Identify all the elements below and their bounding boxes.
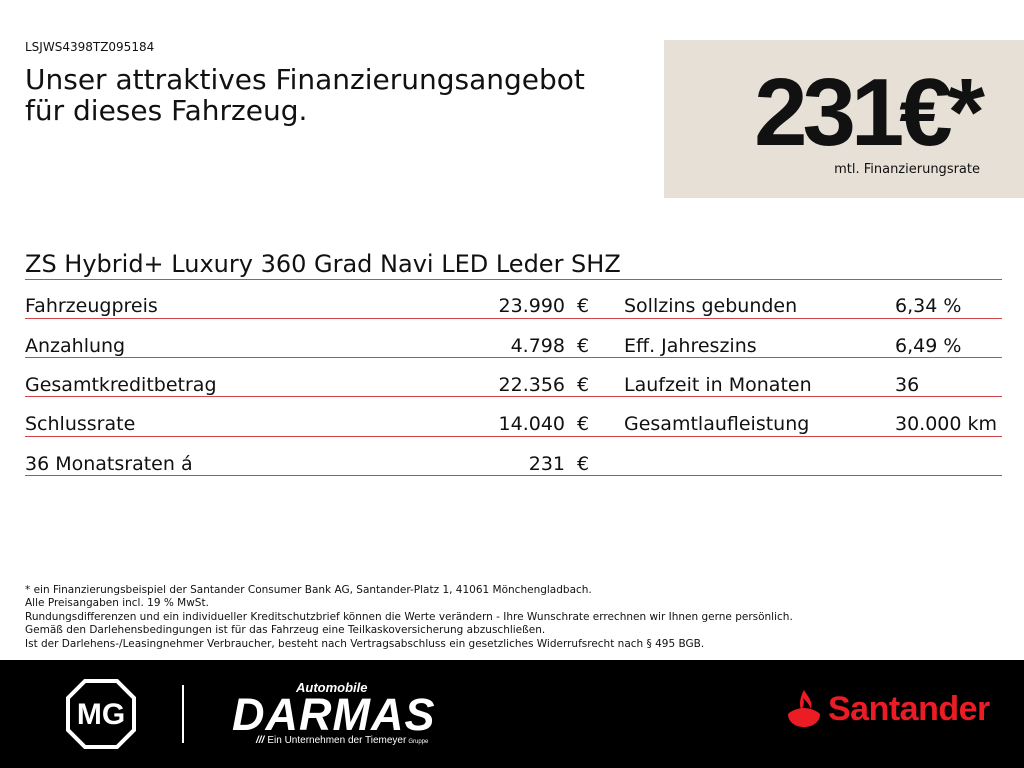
santander-wordmark: Santander: [828, 690, 990, 728]
left-row-label: Anzahlung: [25, 335, 126, 357]
left-row-unit: €: [577, 374, 590, 396]
row-rule: [25, 357, 1002, 358]
footnote-line: * ein Finanzierungsbeispiel der Santande…: [25, 584, 592, 596]
right-row-label: Sollzins gebunden: [624, 295, 798, 317]
right-row-label: Eff. Jahreszins: [624, 335, 757, 357]
row-rule: [25, 318, 1002, 319]
left-row-value: 4.798: [510, 335, 565, 357]
footnote-line: Gemäß den Darlehensbedingungen ist für d…: [25, 624, 546, 637]
row-rule: [25, 475, 1002, 476]
mg-logo-icon: MG: [66, 679, 136, 749]
row-rule: [25, 396, 1002, 397]
left-row-value: 23.990: [498, 295, 565, 317]
right-row-value: 6,34 %: [895, 295, 962, 317]
headline-line-1: Unser attraktives Finanzierungsangebot: [25, 63, 585, 96]
headline: Unser attraktives Finanzierungsangebot f…: [25, 64, 645, 126]
vin-label: LSJWS4398TZ095184: [25, 40, 155, 54]
left-row-unit: €: [577, 335, 590, 357]
right-row-value: 36: [895, 374, 920, 396]
model-rule: [25, 279, 1002, 280]
darmas-name: DARMAS: [232, 689, 436, 740]
right-row-label: Gesamtlaufleistung: [624, 413, 810, 435]
darmas-logo: Automobile DARMAS ///Ein Unternehmen der…: [230, 678, 450, 758]
darmas-subline: ///Ein Unternehmen der Tiemeyer Gruppe: [256, 735, 428, 746]
left-row-label: Gesamtkreditbetrag: [25, 374, 217, 396]
monthly-rate-caption: mtl. Finanzierungsrate: [834, 162, 980, 177]
left-row-value: 231: [528, 453, 565, 475]
mg-logo-text: MG: [77, 698, 125, 731]
footnote-line: Alle Preisangaben incl. 19 % MwSt.: [25, 597, 209, 610]
left-row-label: Fahrzeugpreis: [25, 295, 158, 317]
darmas-slashes: ///: [256, 735, 265, 746]
left-row-value: 14.040: [498, 413, 565, 435]
left-row-value: 22.356: [498, 374, 565, 396]
left-row-unit: €: [577, 413, 590, 435]
footnote-line: Ist der Darlehens-/Leasingnehmer Verbrau…: [25, 637, 705, 650]
santander-flame-icon: [788, 690, 820, 727]
left-row-label: Schlussrate: [25, 413, 136, 435]
footnote-line: Rundungsdifferenzen und ein individuelle…: [25, 610, 793, 623]
left-row-unit: €: [577, 295, 590, 317]
footnotes: * ein Finanzierungsbeispiel der Santande…: [25, 584, 1005, 651]
row-rule: [25, 436, 1002, 437]
darmas-sub-text: Ein Unternehmen der Tiemeyer: [267, 735, 407, 746]
monthly-rate: 231€*: [754, 59, 985, 166]
darmas-top-text: Automobile: [296, 680, 368, 695]
footer-bar: MG Automobile DARMAS ///Ein Unternehmen …: [0, 660, 1024, 768]
footer-divider: [182, 685, 184, 743]
darmas-sub-suffix: Gruppe: [408, 739, 429, 745]
model-title: ZS Hybrid+ Luxury 360 Grad Navi LED Lede…: [25, 250, 621, 278]
left-row-label: 36 Monatsraten á: [25, 453, 193, 475]
right-row-label: Laufzeit in Monaten: [624, 374, 812, 396]
santander-logo: Santander: [786, 688, 1006, 734]
right-row-value: 6,49 %: [895, 335, 962, 357]
right-row-value: 30.000 km: [895, 413, 998, 435]
price-box: 231€* mtl. Finanzierungsrate: [664, 40, 1024, 198]
headline-line-2: für dieses Fahrzeug.: [25, 94, 308, 127]
left-row-unit: €: [577, 453, 590, 475]
